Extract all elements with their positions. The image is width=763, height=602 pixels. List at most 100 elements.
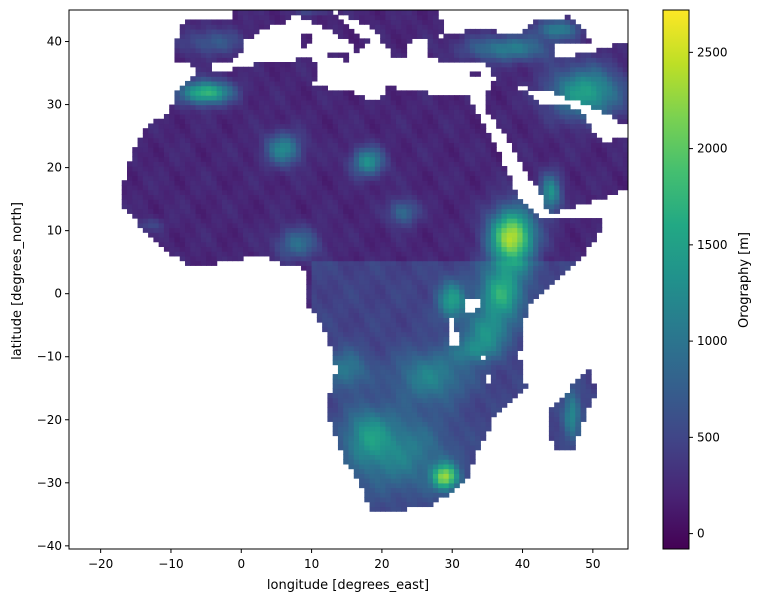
grid-cell [464,435,471,441]
grid-cell [475,383,481,389]
grid-cell [243,114,249,120]
grid-cell [274,166,281,172]
grid-cell [417,99,423,106]
grid-cell [511,303,518,309]
grid-cell [453,326,460,333]
grid-cell [348,345,355,352]
grid-cell [575,194,582,200]
grid-cell [195,142,202,148]
grid-cell [337,411,344,418]
grid-cell [406,170,413,177]
grid-cell [348,151,355,158]
grid-cell [385,284,392,290]
grid-cell [142,151,149,158]
grid-cell [511,194,518,200]
grid-cell [301,265,307,271]
grid-cell [606,184,613,191]
grid-cell [390,147,397,153]
grid-cell [274,118,281,125]
grid-cell [417,492,423,498]
grid-cell [575,109,582,115]
grid-cell [243,80,249,87]
grid-cell [258,166,265,172]
grid-cell [364,161,371,167]
grid-cell [264,194,270,200]
grid-cell [427,454,434,460]
grid-cell [591,194,597,200]
grid-cell [206,90,212,96]
grid-cell [580,95,587,101]
grid-cell [380,241,387,248]
grid-cell [343,151,350,158]
grid-cell [585,137,592,143]
grid-cell [348,364,355,370]
grid-cell [274,199,281,205]
grid-cell [548,255,555,262]
grid-cell [327,199,334,205]
grid-cell [369,104,376,110]
grid-cell [432,383,439,389]
grid-cell [295,104,302,110]
grid-cell [591,218,597,224]
grid-cell [169,203,176,210]
grid-cell [279,241,286,248]
grid-cell [343,184,350,191]
grid-cell [359,251,365,257]
grid-cell [227,114,234,120]
grid-cell [411,454,418,460]
grid-cell [359,255,365,262]
grid-cell [216,170,223,177]
grid-cell [385,307,392,314]
grid-cell [285,161,292,167]
grid-cell [501,180,508,186]
grid-cell [369,170,376,177]
grid-cell [369,326,376,333]
grid-cell [543,151,550,158]
grid-cell [390,284,397,290]
grid-cell [517,222,524,229]
grid-cell [153,137,160,143]
grid-cell [406,132,413,139]
grid-cell [374,236,381,243]
grid-cell [496,288,503,295]
grid-cell [243,241,249,248]
grid-cell [464,270,471,276]
grid-cell [496,364,503,370]
grid-cell [543,166,550,172]
grid-cell [453,104,460,110]
grid-cell [380,459,387,465]
grid-cell [496,194,503,200]
grid-cell [448,132,455,139]
grid-cell [385,232,392,238]
grid-cell [522,104,529,110]
grid-cell [580,80,587,87]
grid-cell [243,251,249,257]
grid-cell [469,123,476,129]
grid-cell [311,199,318,205]
grid-cell [569,426,576,432]
grid-cell [327,227,334,233]
grid-cell [185,161,191,167]
grid-cell [248,218,255,224]
grid-cell [395,326,402,333]
grid-cell [591,175,597,181]
grid-cell [480,303,487,309]
grid-cell [411,312,418,318]
grid-cell [353,194,360,200]
grid-cell [337,397,344,404]
grid-cell [348,161,355,167]
grid-cell [506,288,513,295]
grid-cell [559,151,566,158]
grid-cell [269,232,276,238]
grid-cell [322,298,328,304]
grid-cell [179,166,186,172]
grid-cell [585,194,592,200]
grid-cell [322,203,328,210]
grid-cell [190,99,197,106]
grid-cell [453,402,460,408]
grid-cell [538,232,545,238]
grid-cell [306,151,313,158]
grid-cell [327,232,334,238]
grid-cell [459,260,466,266]
grid-cell [364,459,371,465]
